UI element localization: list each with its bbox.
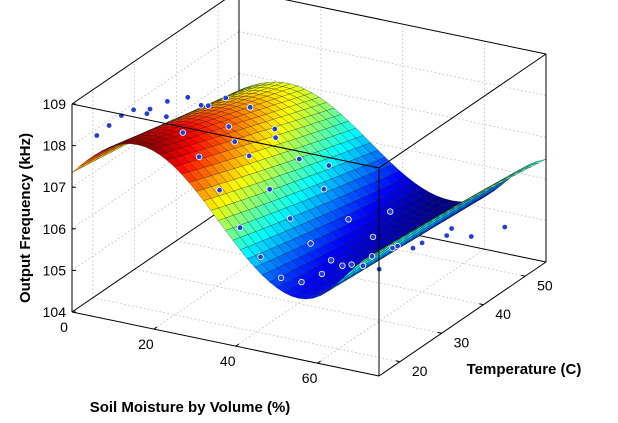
data-point — [394, 242, 401, 250]
x-tick-mark — [317, 360, 321, 364]
data-point — [143, 110, 151, 117]
data-point — [146, 105, 154, 113]
data-point — [318, 270, 326, 278]
data-point — [184, 94, 191, 101]
box-edge — [378, 53, 547, 169]
back-wall-grid-line — [238, 31, 547, 96]
data-point — [163, 113, 170, 120]
data-point — [216, 186, 223, 194]
z-tick-label: 106 — [43, 221, 67, 237]
data-point — [327, 257, 335, 264]
z-axis-label: Output Frequency (kHz) — [17, 133, 34, 303]
y-tick-label: 50 — [537, 277, 553, 293]
x-tick-label: 0 — [60, 319, 68, 335]
data-point — [93, 132, 100, 139]
data-point — [468, 233, 475, 240]
data-point — [164, 98, 171, 105]
data-point — [179, 129, 186, 136]
y-tick-mark — [479, 303, 484, 306]
floor-grid-line — [317, 248, 485, 364]
z-tick-label: 108 — [43, 138, 67, 154]
box-edge — [71, 311, 380, 377]
z-tick-label: 105 — [43, 262, 67, 278]
surface-patch — [531, 159, 547, 166]
surface-patch — [371, 245, 387, 255]
y-tick-mark — [395, 360, 400, 363]
data-point — [409, 244, 417, 252]
data-point — [271, 125, 278, 133]
box-edge — [71, 103, 380, 169]
surface-patch — [500, 174, 516, 182]
data-point — [257, 253, 264, 261]
box-edge — [71, 0, 226, 105]
data-point — [130, 106, 137, 113]
data-point — [195, 153, 203, 160]
z-tick-label: 109 — [43, 96, 67, 112]
data-point — [222, 94, 229, 102]
surface-patch — [71, 162, 88, 173]
data-point — [272, 134, 279, 141]
data-point — [236, 224, 244, 231]
x-tick-label: 40 — [220, 353, 236, 369]
surface-mesh — [71, 81, 547, 300]
floor-grid-line — [134, 268, 442, 334]
x-axis-label: Soil Moisture by Volume (%) — [90, 399, 291, 416]
data-point — [359, 262, 367, 269]
box-edge — [71, 197, 240, 313]
y-axis-label: Temperature (C) — [467, 361, 582, 378]
data-point — [345, 216, 352, 223]
data-point — [287, 215, 294, 222]
x-tick-label: 20 — [138, 336, 154, 352]
tick-labels: 0 20 40 60 20 30 40 50 104 105 106 107 108 109 — [43, 96, 553, 386]
axes-front-box — [71, 53, 547, 377]
data-point — [266, 186, 273, 193]
data-point — [418, 239, 426, 247]
box-edge — [378, 261, 547, 377]
data-point — [197, 102, 205, 109]
z-tick-label: 104 — [43, 304, 67, 320]
data-point — [296, 155, 303, 163]
data-point — [307, 240, 314, 247]
data-point — [443, 232, 450, 239]
y-tick-label: 20 — [412, 363, 428, 379]
floor-grid-line — [92, 297, 400, 363]
data-point — [369, 233, 377, 241]
data-point — [501, 223, 508, 231]
x-tick-mark — [235, 343, 240, 347]
back-wall-grid-line — [285, 0, 547, 55]
data-point — [205, 102, 212, 109]
data-point — [246, 104, 254, 111]
x-tick-label: 60 — [302, 370, 318, 386]
data-point — [320, 185, 328, 193]
y-tick-mark — [437, 331, 442, 334]
data-point — [105, 122, 113, 129]
y-tick-mark — [521, 274, 526, 277]
data-point — [231, 138, 238, 145]
data-point — [368, 253, 376, 260]
data-point — [339, 262, 346, 269]
data-point — [225, 123, 232, 130]
data-point — [448, 225, 455, 232]
box-edge — [284, 0, 547, 55]
data-point — [277, 274, 285, 282]
side-wall-grid-line — [71, 31, 240, 146]
y-tick-label: 30 — [454, 334, 470, 350]
z-tick-label: 107 — [43, 179, 67, 195]
data-point — [348, 261, 355, 268]
data-points — [93, 94, 508, 286]
y-tick-label: 40 — [495, 306, 511, 322]
x-tick-mark — [153, 326, 158, 330]
data-point — [298, 278, 305, 286]
data-point — [387, 208, 394, 215]
data-point — [325, 162, 332, 169]
data-point — [245, 152, 253, 160]
